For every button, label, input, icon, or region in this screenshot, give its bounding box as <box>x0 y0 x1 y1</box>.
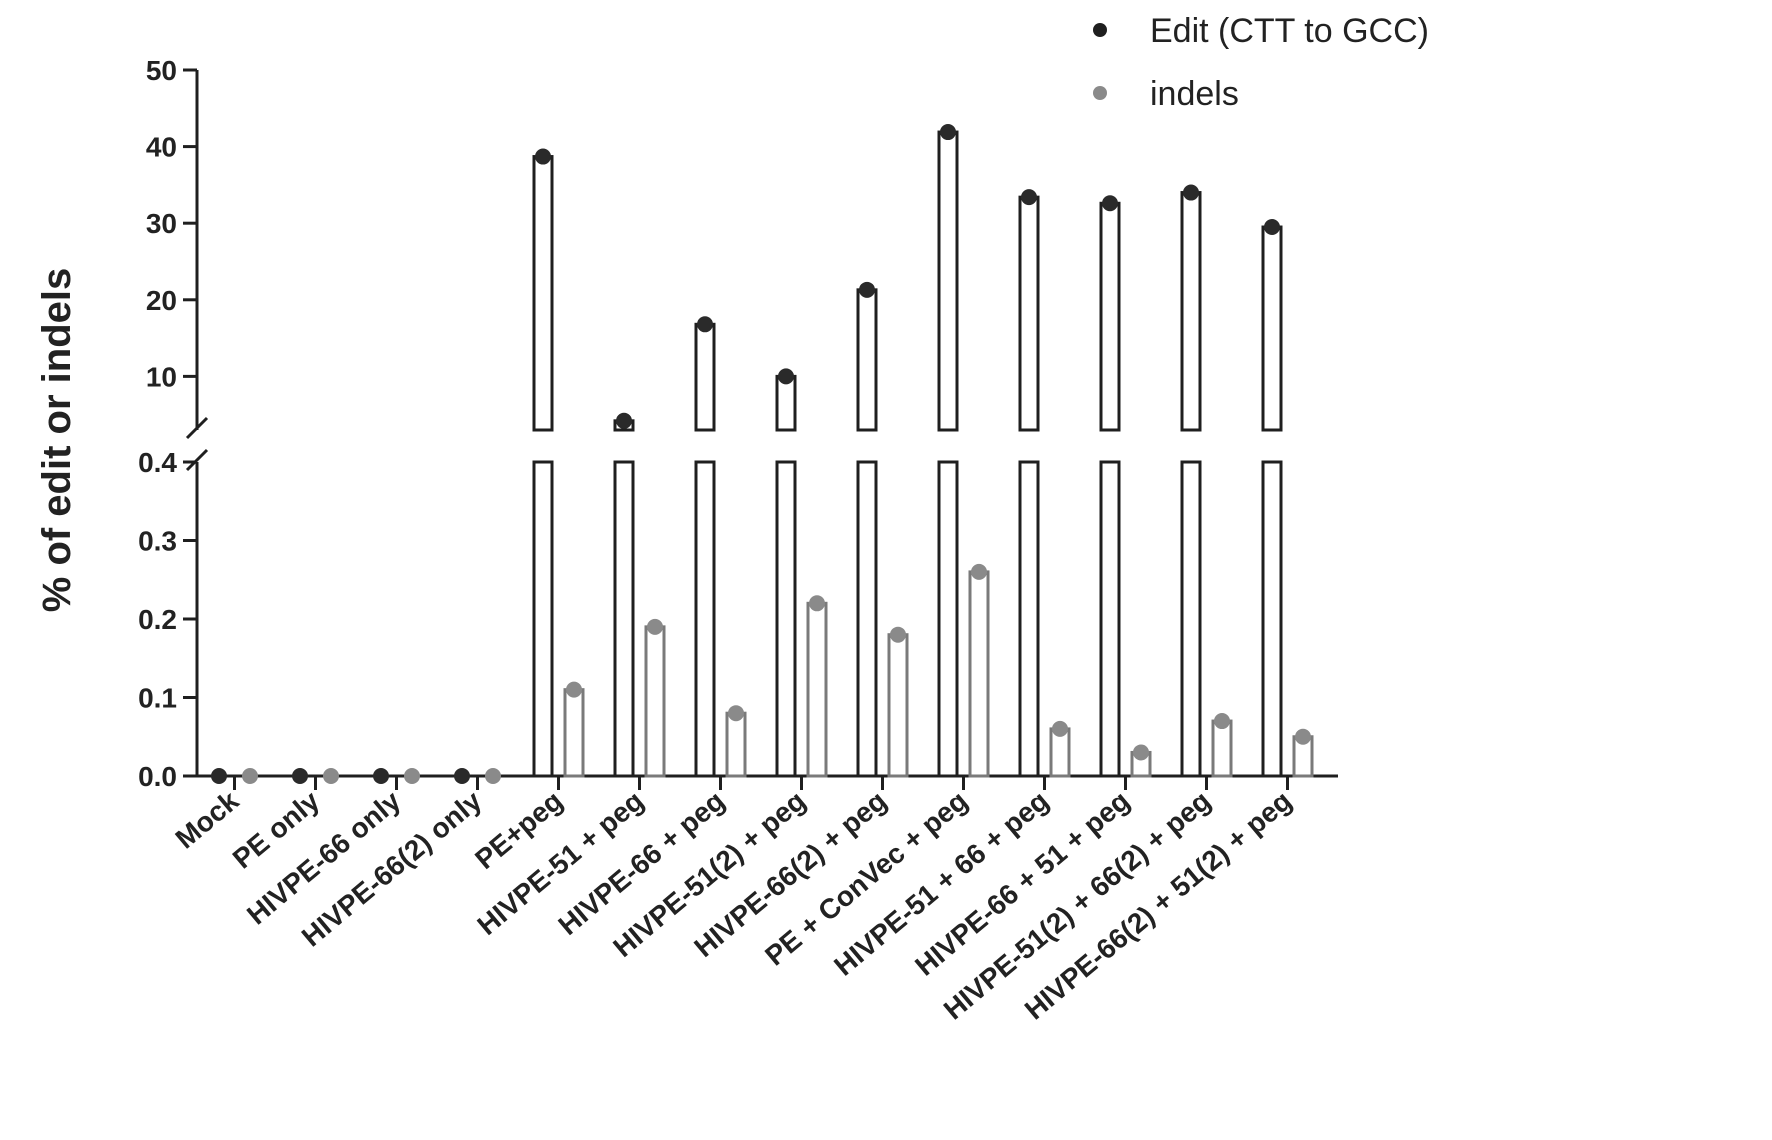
indels-point-0 <box>242 768 258 784</box>
edit-point-4 <box>535 149 551 165</box>
y-tick-label-lower-4: 0.4 <box>138 447 177 478</box>
plot-area: 0.0 0.1 0.2 0.3 0.4 10 20 30 40 50 MockPE onlyHIV… <box>138 55 1338 1026</box>
edit-bar-6-lower <box>696 462 714 776</box>
x-tick-labels: MockPE onlyHIVPE-66 onlyHIVPE-66(2) only… <box>170 785 1298 1026</box>
edit-point-8 <box>859 282 875 298</box>
legend: Edit (CTT to GCC) indels <box>1093 12 1429 113</box>
edit-point-2 <box>373 768 389 784</box>
edit-bar-8-lower <box>858 462 876 776</box>
edit-bar-11-upper <box>1101 203 1119 430</box>
edit-point-3 <box>454 768 470 784</box>
y-axis-title: % of edit or indels <box>35 268 79 612</box>
edit-bar-6-upper <box>696 324 714 430</box>
edit-bar-4-upper <box>534 157 552 430</box>
edit-bar-4-lower <box>534 462 552 776</box>
edit-bar-8-upper <box>858 290 876 430</box>
indels-point-10 <box>1052 721 1068 737</box>
bars <box>211 124 1312 790</box>
indels-point-7 <box>809 595 825 611</box>
edit-bar-12-upper <box>1182 193 1200 430</box>
legend-label-edit: Edit (CTT to GCC) <box>1150 12 1429 50</box>
y-tick-label-lower-3: 0.3 <box>138 526 177 557</box>
edit-bar-13-upper <box>1263 227 1281 430</box>
y-tick-label-upper-4: 50 <box>146 55 177 86</box>
indels-point-12 <box>1214 713 1230 729</box>
edit-point-7 <box>778 368 794 384</box>
indels-point-8 <box>890 627 906 643</box>
edit-bar-9-lower <box>939 462 957 776</box>
edit-bar-13-lower <box>1263 462 1281 776</box>
indels-bar-7 <box>808 603 826 776</box>
edit-point-9 <box>940 124 956 140</box>
edit-bar-9-upper <box>939 132 957 430</box>
y-tick-label-lower-1: 0.1 <box>138 683 177 714</box>
y-tick-label-lower-0: 0.0 <box>138 761 177 792</box>
y-tick-label-lower-2: 0.2 <box>138 604 177 635</box>
y-ticks: 0.0 0.1 0.2 0.3 0.4 10 20 30 40 50 <box>138 55 197 792</box>
y-tick-label-upper-0: 10 <box>146 361 177 392</box>
legend-marker-indels <box>1093 86 1107 100</box>
edit-point-10 <box>1021 189 1037 205</box>
indels-bar-8 <box>889 635 907 776</box>
edit-point-11 <box>1102 195 1118 211</box>
indels-bar-9 <box>970 572 988 776</box>
edit-bar-11-lower <box>1101 462 1119 776</box>
indels-point-5 <box>647 619 663 635</box>
indels-bar-12 <box>1213 721 1231 776</box>
edit-point-12 <box>1183 185 1199 201</box>
indels-point-11 <box>1133 744 1149 760</box>
indels-point-2 <box>404 768 420 784</box>
indels-point-3 <box>485 768 501 784</box>
y-tick-label-upper-3: 40 <box>146 132 177 163</box>
edit-bar-7-lower <box>777 462 795 776</box>
edit-point-13 <box>1264 219 1280 235</box>
y-tick-label-upper-1: 20 <box>146 285 177 316</box>
edit-bar-10-lower <box>1020 462 1038 776</box>
edit-point-5 <box>616 413 632 429</box>
indels-point-9 <box>971 564 987 580</box>
edit-point-0 <box>211 768 227 784</box>
y-tick-label-upper-2: 30 <box>146 208 177 239</box>
indels-bar-6 <box>727 713 745 776</box>
indels-bar-5 <box>646 627 664 776</box>
edit-bar-10-upper <box>1020 197 1038 430</box>
edit-bar-5-lower <box>615 462 633 776</box>
indels-point-1 <box>323 768 339 784</box>
legend-marker-edit <box>1093 23 1107 37</box>
edit-point-6 <box>697 316 713 332</box>
indels-point-13 <box>1295 729 1311 745</box>
edit-bar-12-lower <box>1182 462 1200 776</box>
edit-point-1 <box>292 768 308 784</box>
indels-point-4 <box>566 682 582 698</box>
edit-bar-7-upper <box>777 376 795 430</box>
legend-label-indels: indels <box>1150 75 1239 113</box>
indels-bar-4 <box>565 690 583 776</box>
indels-point-6 <box>728 705 744 721</box>
